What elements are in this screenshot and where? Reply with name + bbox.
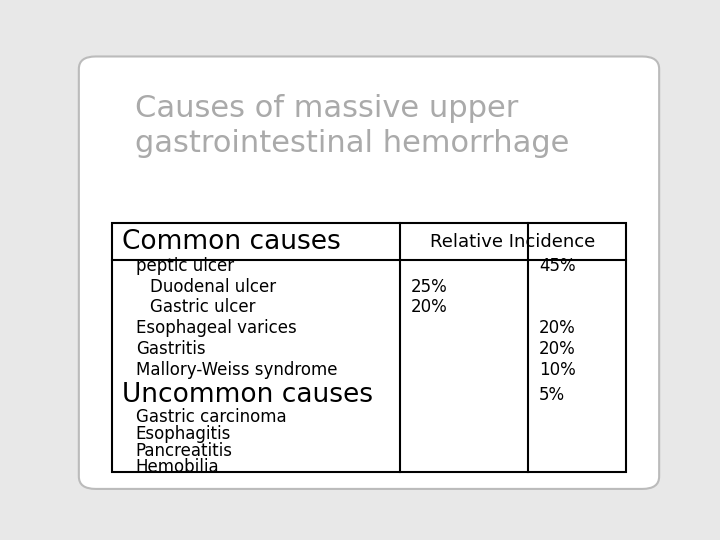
Text: Common causes: Common causes xyxy=(122,228,341,254)
Text: Gastritis: Gastritis xyxy=(136,340,205,358)
Text: 5%: 5% xyxy=(539,386,565,403)
Text: Esophageal varices: Esophageal varices xyxy=(136,319,297,337)
Text: Uncommon causes: Uncommon causes xyxy=(122,382,373,408)
Text: 25%: 25% xyxy=(411,278,448,296)
Text: 20%: 20% xyxy=(539,319,576,337)
Text: Relative Incidence: Relative Incidence xyxy=(430,233,595,251)
Text: Esophagitis: Esophagitis xyxy=(136,425,231,443)
FancyBboxPatch shape xyxy=(79,57,660,489)
Text: 20%: 20% xyxy=(539,340,576,358)
Text: Gastric ulcer: Gastric ulcer xyxy=(150,298,255,316)
Text: peptic ulcer: peptic ulcer xyxy=(136,258,234,275)
Text: 10%: 10% xyxy=(539,361,576,379)
Text: Mallory-Weiss syndrome: Mallory-Weiss syndrome xyxy=(136,361,337,379)
Text: Pancreatitis: Pancreatitis xyxy=(136,442,233,460)
Bar xyxy=(112,223,626,472)
Text: Duodenal ulcer: Duodenal ulcer xyxy=(150,278,276,296)
Text: 20%: 20% xyxy=(411,298,448,316)
Text: Gastric carcinoma: Gastric carcinoma xyxy=(136,408,287,427)
Text: Hemobilia: Hemobilia xyxy=(136,458,220,476)
Text: 45%: 45% xyxy=(539,258,576,275)
Text: Causes of massive upper
gastrointestinal hemorrhage: Causes of massive upper gastrointestinal… xyxy=(135,94,569,158)
